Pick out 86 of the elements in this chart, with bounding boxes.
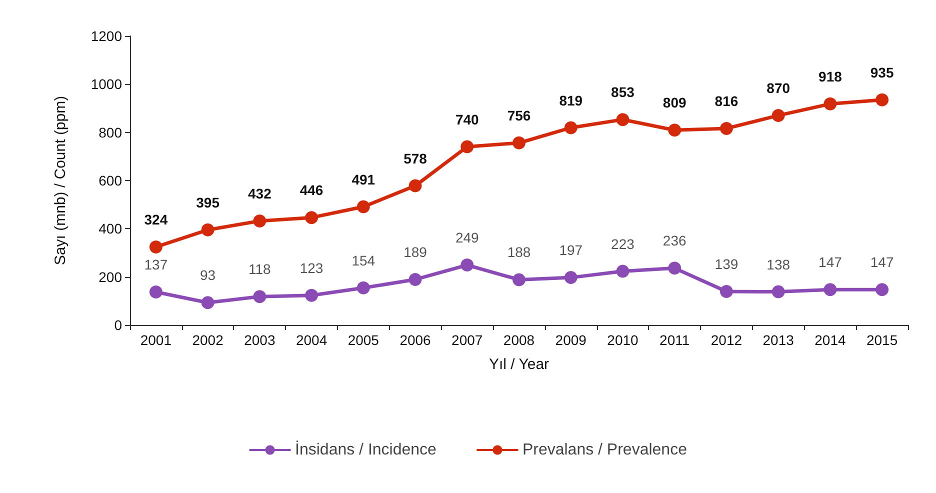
data-label: 870 <box>766 80 790 96</box>
data-label: 395 <box>196 194 220 210</box>
point <box>772 108 785 122</box>
legend-label: Prevalans / Prevalence <box>522 442 688 458</box>
data-label: 853 <box>611 84 635 100</box>
data-label: 819 <box>559 92 583 108</box>
point <box>408 179 422 192</box>
point <box>253 290 266 304</box>
y-tick-label: 800 <box>98 124 122 140</box>
x-tick-label: 2005 <box>348 332 380 348</box>
data-label: 236 <box>662 232 686 249</box>
point <box>720 122 733 135</box>
point <box>564 121 578 134</box>
x-tick-label: 2014 <box>814 332 846 348</box>
x-tick-label: 2008 <box>503 332 535 348</box>
data-label: 197 <box>559 242 583 258</box>
x-tick-label: 2002 <box>192 332 224 348</box>
data-label: 93 <box>200 267 216 284</box>
point <box>512 136 526 150</box>
point <box>408 272 422 286</box>
point <box>616 113 630 126</box>
point <box>876 93 889 106</box>
x-tick-label: 2011 <box>660 332 690 348</box>
data-label: 740 <box>455 111 480 128</box>
x-tick-label: 2007 <box>452 332 483 348</box>
data-label: 816 <box>714 92 738 109</box>
y-tick-label: 600 <box>98 172 122 188</box>
point <box>201 296 214 310</box>
y-tick-label: 1000 <box>90 76 122 92</box>
point <box>824 283 837 296</box>
data-label: 137 <box>144 256 168 273</box>
data-label: 809 <box>662 94 686 111</box>
x-tick-label: 2010 <box>607 332 639 348</box>
data-label: 223 <box>611 236 635 252</box>
point <box>564 271 578 284</box>
point <box>616 264 630 278</box>
data-label: 324 <box>144 211 168 228</box>
x-tick-label: 2004 <box>296 332 328 348</box>
data-label: 491 <box>352 171 376 188</box>
point <box>512 273 526 286</box>
x-tick-label: 2006 <box>400 332 432 348</box>
x-tick-label: 2012 <box>710 332 742 348</box>
point <box>356 200 370 214</box>
point <box>876 283 889 296</box>
x-tick-label: 2001 <box>140 332 172 348</box>
data-label: 123 <box>300 260 324 276</box>
data-label: 138 <box>766 256 790 272</box>
x-tick-label: 2009 <box>555 332 587 348</box>
data-label: 432 <box>248 185 272 202</box>
data-label: 578 <box>404 150 428 166</box>
point <box>305 288 318 302</box>
data-label: 189 <box>404 244 428 260</box>
data-label: 918 <box>818 68 842 84</box>
point <box>824 97 837 110</box>
point <box>460 140 474 154</box>
x-tick-label: 2013 <box>762 332 794 348</box>
legend-label: İnsidans / Incidence <box>295 440 437 458</box>
point <box>460 258 474 272</box>
point <box>201 223 214 236</box>
point <box>668 262 682 275</box>
data-label: 154 <box>352 252 376 268</box>
point <box>149 286 162 298</box>
point <box>668 124 682 137</box>
data-label: 756 <box>507 107 531 124</box>
point <box>356 281 370 294</box>
y-tick-label: 1200 <box>90 28 122 44</box>
data-label: 147 <box>818 254 842 270</box>
data-label: 446 <box>300 182 324 198</box>
x-tick-label: 2003 <box>244 332 276 348</box>
point <box>305 211 318 224</box>
point <box>149 240 162 254</box>
y-tick-label: 0 <box>114 317 122 333</box>
point <box>720 285 733 298</box>
data-label: 188 <box>507 244 531 260</box>
y-axis-title: Sayı (mnb) / Count (ppm) <box>52 96 69 266</box>
y-tick-label: 200 <box>98 268 122 285</box>
data-label: 118 <box>248 261 272 278</box>
data-label: 147 <box>870 254 894 270</box>
point <box>253 214 266 228</box>
data-label: 249 <box>455 230 480 246</box>
x-axis-title: Yıl / Year <box>488 356 550 373</box>
data-label: 935 <box>870 64 894 80</box>
data-label: 139 <box>714 256 738 272</box>
point <box>772 285 785 298</box>
x-tick-label: 2015 <box>866 332 898 348</box>
y-tick-label: 400 <box>98 220 122 237</box>
